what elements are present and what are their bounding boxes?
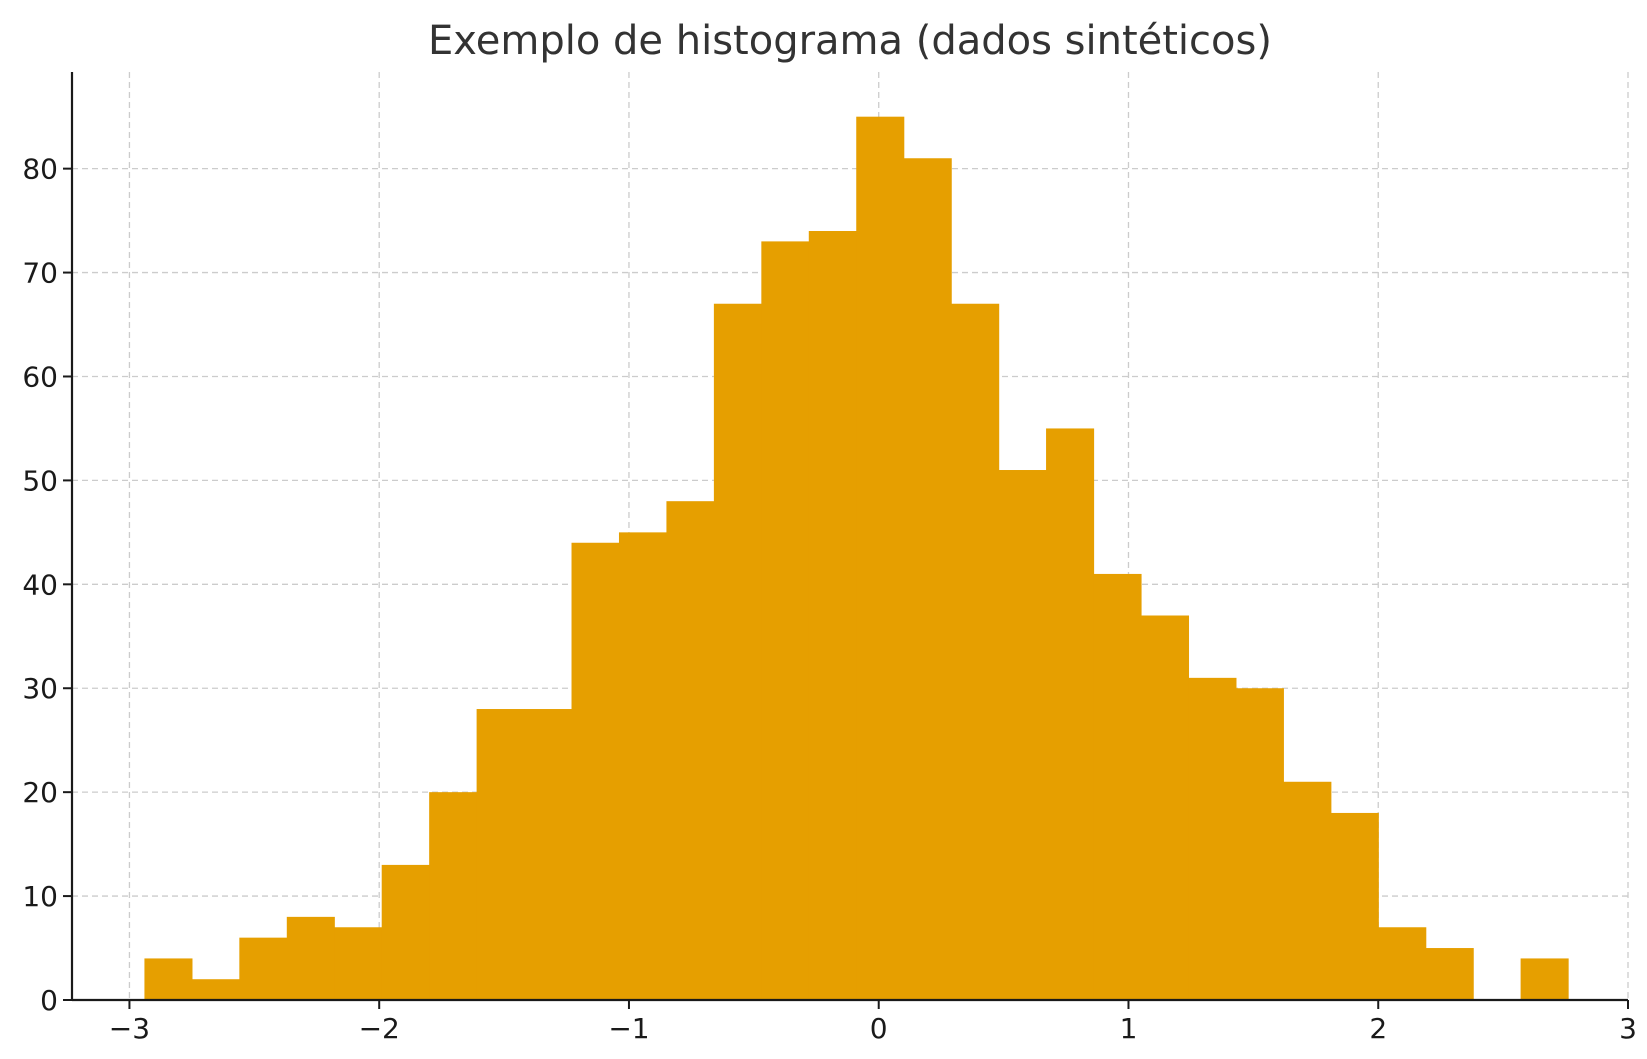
y-tick-label: 0 xyxy=(40,984,58,1017)
histogram-bar xyxy=(524,709,573,1000)
histogram-bar xyxy=(1093,573,1142,1000)
histogram-bar xyxy=(761,241,810,1001)
histogram-bar xyxy=(808,230,857,1000)
chart-title: Exemplo de histograma (dados sintéticos) xyxy=(428,18,1272,64)
histogram-bar xyxy=(951,303,1000,1000)
y-tick-label: 50 xyxy=(22,464,58,497)
histogram-bar xyxy=(1188,677,1237,1000)
histogram-bar xyxy=(1330,812,1379,1000)
y-tick-label: 70 xyxy=(22,257,58,290)
histogram-bar xyxy=(618,532,668,1000)
histogram-bar xyxy=(1283,781,1332,1000)
y-tick-label: 80 xyxy=(22,153,58,186)
x-tick-label: −2 xyxy=(359,1012,400,1045)
histogram-bar xyxy=(1235,688,1284,1000)
histogram-bar xyxy=(239,937,288,1000)
histogram-bar xyxy=(1140,615,1190,1000)
histogram-bar xyxy=(144,958,193,1000)
y-tick-label: 30 xyxy=(22,672,58,705)
histogram-bar xyxy=(903,158,952,1001)
histogram-bars xyxy=(144,116,1569,1001)
histogram-bar xyxy=(1425,948,1474,1000)
histogram-bar xyxy=(713,303,762,1000)
x-tick-label: 3 xyxy=(1619,1012,1637,1045)
y-tick-label: 10 xyxy=(22,880,58,913)
histogram-bar xyxy=(998,470,1047,1000)
x-tick-label: −3 xyxy=(109,1012,150,1045)
histogram-bar xyxy=(1046,428,1095,1000)
x-tick-label: 1 xyxy=(1120,1012,1138,1045)
y-axis-ticks: 0 10 20 30 40 50 60 70 80 xyxy=(22,153,72,1017)
histogram-bar xyxy=(191,979,240,1000)
histogram-bar xyxy=(334,927,383,1000)
histogram-bar xyxy=(571,542,620,1000)
histogram-bar xyxy=(666,501,715,1000)
y-tick-label: 60 xyxy=(22,360,58,393)
histogram-bar xyxy=(381,864,430,1000)
histogram-bar xyxy=(476,709,525,1000)
x-tick-label: 0 xyxy=(870,1012,888,1045)
histogram-bar xyxy=(1378,927,1427,1000)
x-axis-ticks: −3 −2 −1 0 1 2 3 xyxy=(109,1000,1637,1045)
y-tick-label: 20 xyxy=(22,776,58,809)
axes xyxy=(70,72,1628,1002)
histogram-bar xyxy=(286,916,335,1000)
x-tick-label: 2 xyxy=(1369,1012,1387,1045)
histogram-bar xyxy=(856,116,905,1001)
y-tick-label: 40 xyxy=(22,568,58,601)
x-tick-label: −1 xyxy=(608,1012,649,1045)
histogram-bar xyxy=(1520,958,1569,1000)
histogram-bar xyxy=(429,792,478,1000)
